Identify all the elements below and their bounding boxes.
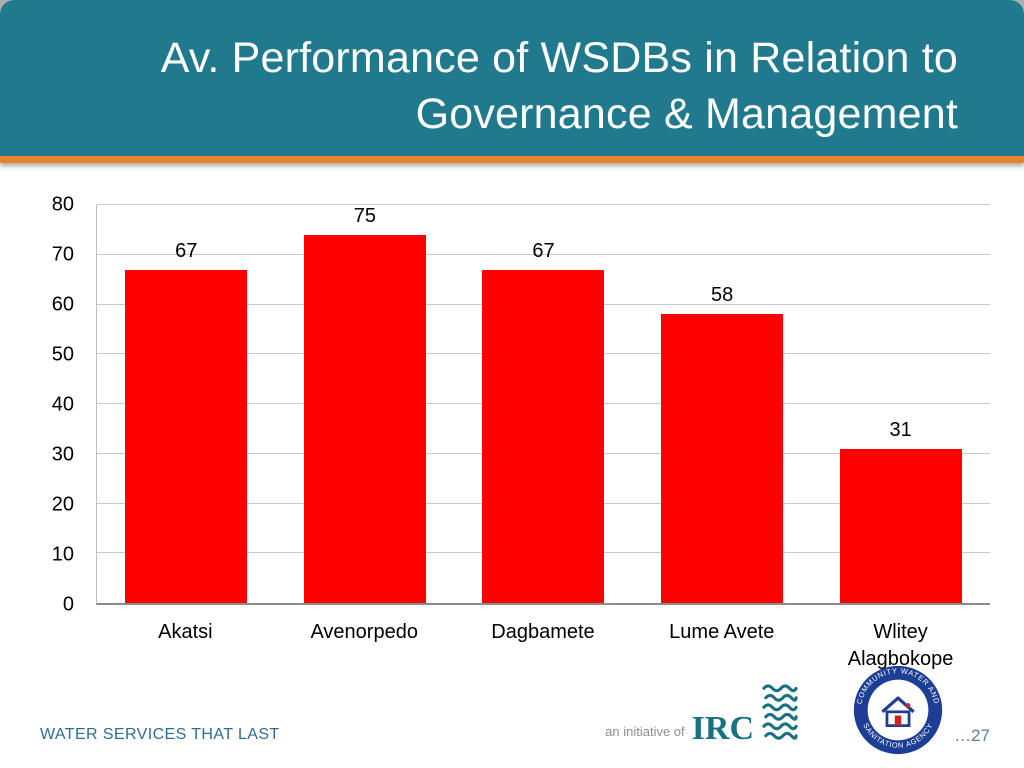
x-label-slot: Lume Avete [632, 619, 811, 673]
bar-value-label: 58 [710, 284, 734, 307]
bar-value-label: 67 [532, 239, 555, 262]
cwsa-logo-center [867, 679, 929, 741]
irc-waves-icon [761, 682, 799, 744]
irc-logo-name-label: IRC [691, 710, 754, 747]
bar-chart: 0 10 20 30 40 50 60 70 80 67 75 67 58 31 Akatsi Aveno… [0, 194, 1024, 685]
x-axis-category-label: Dagbamete [491, 621, 595, 643]
x-axis-category-label: Lume Avete [669, 621, 775, 643]
x-axis-category-label: Akatsi [158, 621, 213, 643]
y-tick-label: 10 [51, 543, 74, 566]
y-axis-labels: 0 10 20 30 40 50 60 70 80 [0, 194, 88, 616]
bar-wlitey-alagbokope [839, 448, 962, 603]
cwsa-house-icon [881, 696, 915, 728]
bar-group: 75 [276, 205, 455, 603]
irc-logo: an initiative of IRC [605, 658, 807, 752]
bar-lume-avete [661, 314, 784, 603]
irc-logo-prefix-label: an initiative of [605, 724, 685, 739]
x-label-slot: Dagbamete [454, 619, 633, 673]
x-label-slot: Avenorpedo [275, 619, 454, 673]
bar-value-label: 67 [175, 239, 198, 262]
y-tick-label: 20 [51, 493, 74, 516]
footer-tagline: WATER SERVICES THAT LAST [40, 726, 280, 743]
page-number: …27 [954, 726, 990, 745]
x-axis-category-label: Wlitey Alagbokope [847, 621, 954, 670]
y-tick-label: 30 [51, 443, 74, 466]
y-tick-label: 50 [51, 343, 74, 366]
y-tick-label: 60 [51, 293, 74, 316]
bar-group: 58 [633, 205, 812, 603]
x-axis-labels: Akatsi Avenorpedo Dagbamete Lume Avete Wlite… [96, 619, 990, 673]
gridline [97, 253, 990, 255]
irc-logo-row: an initiative of IRC [605, 682, 799, 747]
gridline [97, 204, 990, 205]
title-line-1: Av. Performance of WSDBs in Relation to [160, 34, 958, 82]
cwsa-logo: COMMUNITY WATER AND SANITATION AGENCY [852, 664, 944, 756]
x-label-slot: Akatsi [96, 619, 275, 673]
bars-row: 67 75 67 58 31 [97, 205, 990, 603]
x-axis-category-label: Avenorpedo [310, 621, 418, 643]
bar-group: 31 [811, 205, 990, 603]
bar-avenorpedo [303, 235, 426, 603]
accent-divider [0, 156, 1024, 163]
bar-value-label: 31 [889, 418, 912, 441]
bar-group: 67 [454, 205, 633, 603]
title-line-2: Governance & Management [415, 90, 958, 138]
y-tick-label: 70 [51, 243, 74, 266]
x-label-slot: Wlitey Alagbokope [811, 619, 990, 673]
slide-title: Av. Performance of WSDBs in Relation to … [0, 0, 1024, 156]
y-tick-label: 40 [51, 393, 74, 416]
bar-value-label: 75 [353, 205, 377, 227]
y-tick-label: 0 [62, 593, 74, 616]
bar-akatsi [125, 269, 248, 603]
y-tick-label: 80 [51, 193, 74, 216]
bar-group: 67 [97, 205, 276, 603]
plot-area: 67 75 67 58 31 [96, 204, 990, 605]
bar-dagbamete [482, 269, 605, 603]
